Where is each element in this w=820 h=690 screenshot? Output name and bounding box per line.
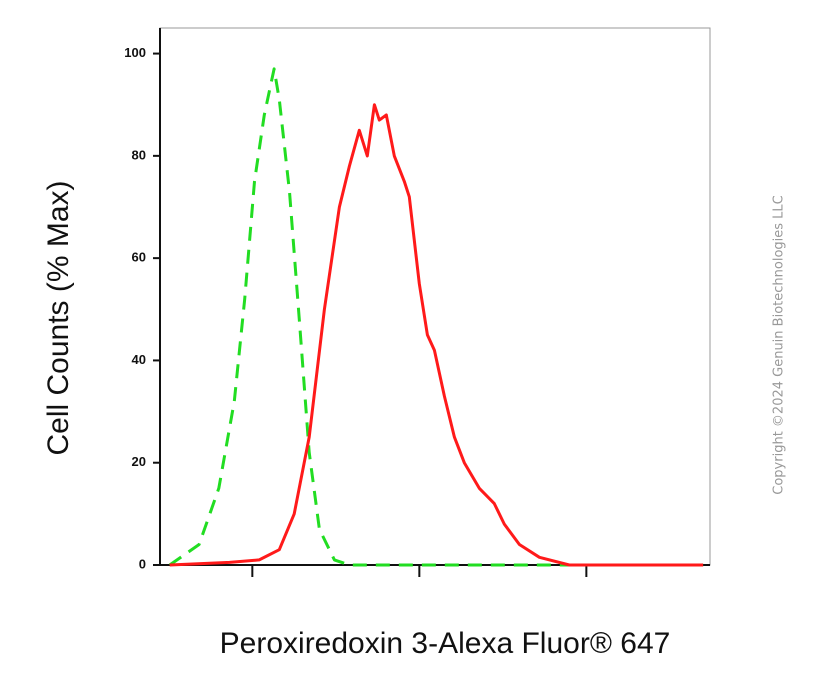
y-tick-label: 100 xyxy=(124,45,146,60)
y-tick-label: 20 xyxy=(132,454,146,469)
x-axis-label: Peroxiredoxin 3-Alexa Fluor® 647 xyxy=(220,627,671,660)
plot-frame xyxy=(159,27,711,566)
y-tick-label: 40 xyxy=(132,352,146,367)
y-tick-label: 80 xyxy=(132,147,146,162)
y-tick-label: 0 xyxy=(139,556,146,571)
y-axis-label: Cell Counts (% Max) xyxy=(42,180,75,455)
copyright: Copyright ©2024 Genuin Biotechnologies L… xyxy=(772,195,787,494)
histogram-line xyxy=(168,67,704,567)
histogram-line xyxy=(169,103,704,567)
y-tick-label: 60 xyxy=(132,250,146,265)
